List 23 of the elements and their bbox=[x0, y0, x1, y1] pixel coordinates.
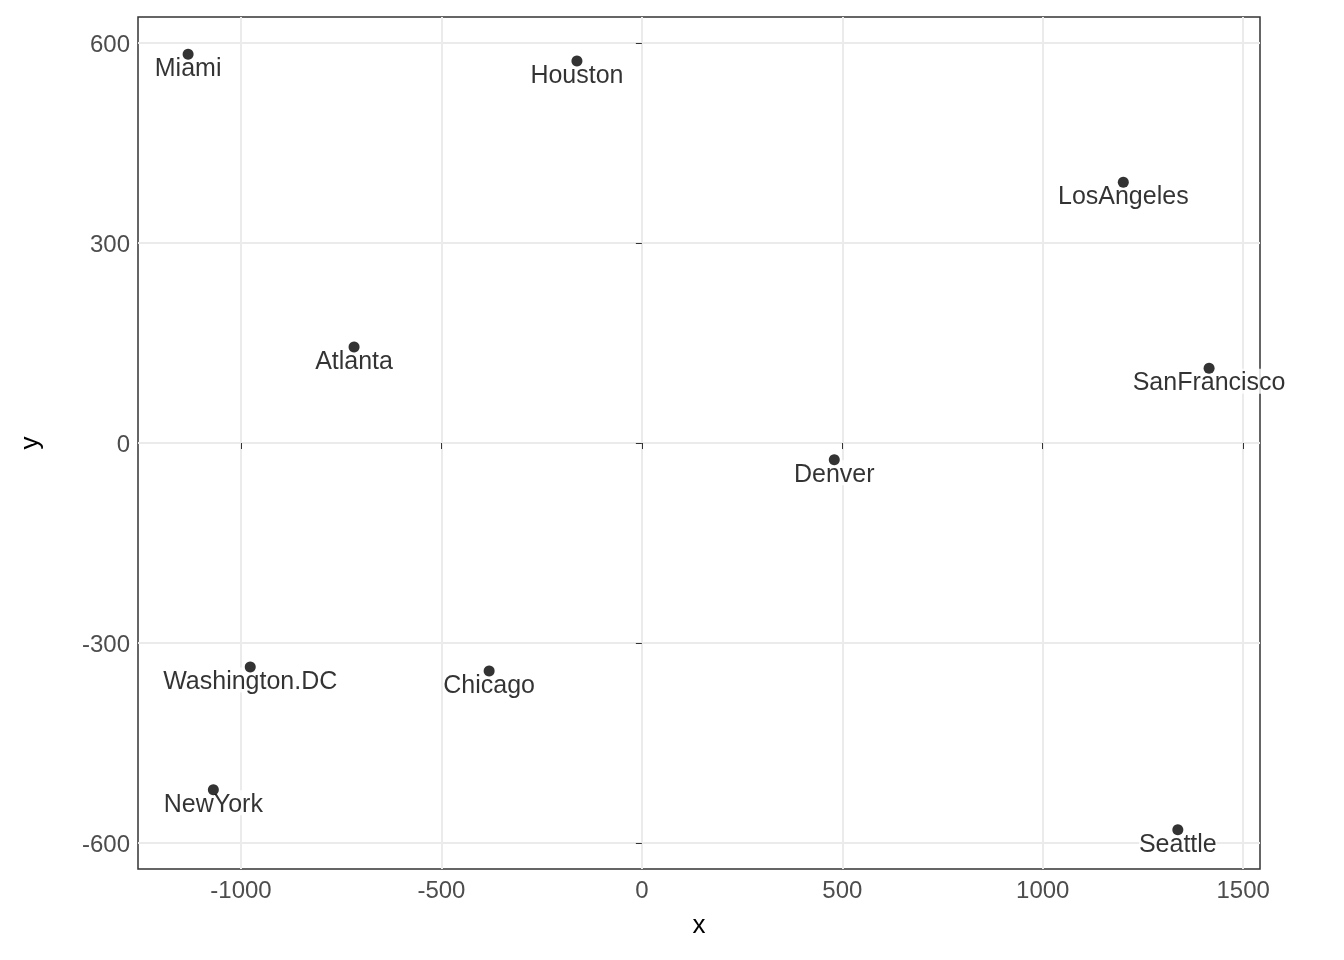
x-tick-label: -1000 bbox=[210, 875, 272, 903]
x-tick-label: -500 bbox=[417, 875, 466, 903]
annotation: Chicago bbox=[443, 670, 536, 698]
annotation: LosAngeles bbox=[1057, 181, 1189, 210]
annotation: Houston bbox=[530, 60, 624, 88]
y-tick-label: -300 bbox=[81, 629, 130, 657]
x-axis-title: x bbox=[692, 909, 706, 939]
y-tick-label: 0 bbox=[116, 429, 130, 457]
y-tick-label: 600 bbox=[89, 29, 130, 57]
annotation: Miami bbox=[154, 53, 222, 82]
annotation: Washington.DC bbox=[163, 666, 338, 694]
y-axis-title: y bbox=[14, 436, 44, 450]
annotation: Atlanta bbox=[315, 346, 394, 374]
annotation: Seattle bbox=[1138, 828, 1217, 857]
x-tick-label: 1000 bbox=[1016, 875, 1070, 903]
annotation: Denver bbox=[793, 458, 875, 487]
annotation: SanFrancisco bbox=[1132, 367, 1286, 396]
y-tick-label: 300 bbox=[89, 229, 130, 257]
y-tick-label: -600 bbox=[81, 829, 130, 857]
annotation: NewYork bbox=[163, 788, 264, 817]
x-tick-label: 1500 bbox=[1216, 875, 1270, 903]
x-tick-label: 500 bbox=[822, 875, 863, 903]
x-tick-label: 0 bbox=[635, 875, 649, 903]
